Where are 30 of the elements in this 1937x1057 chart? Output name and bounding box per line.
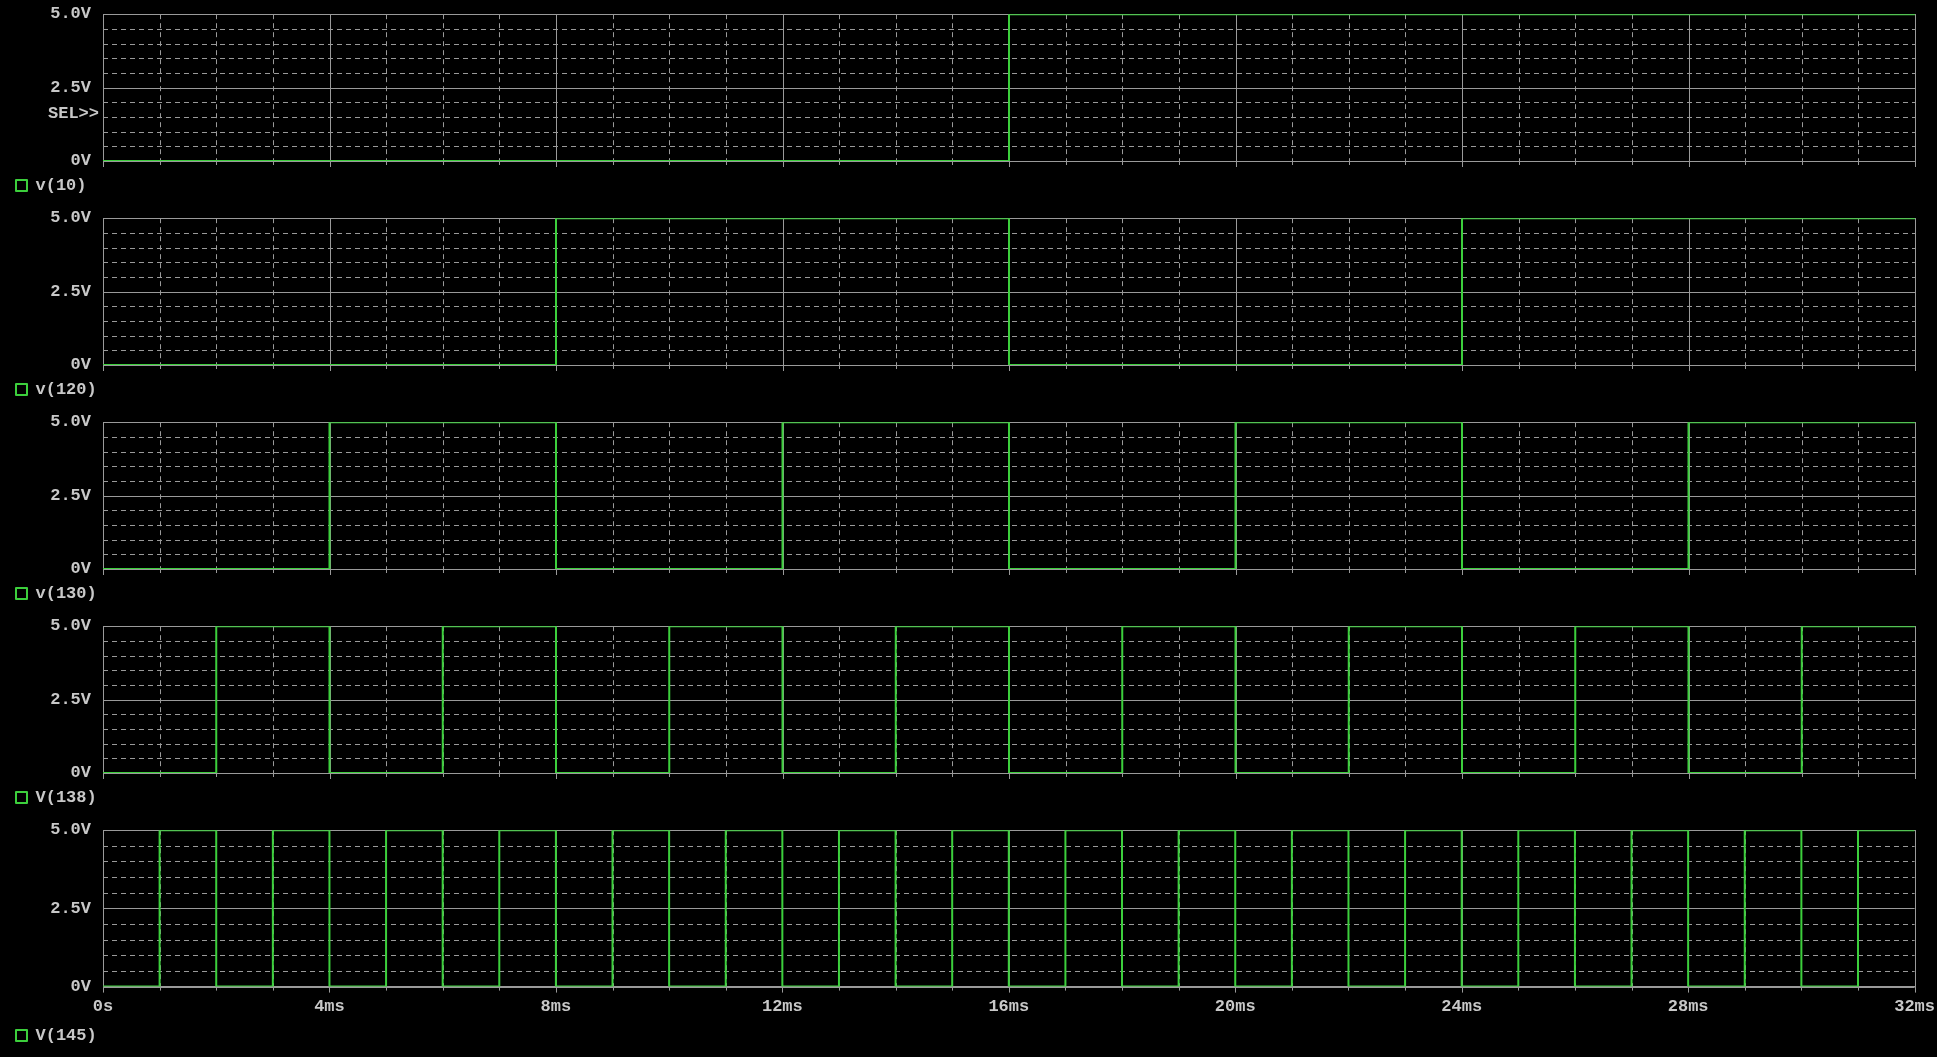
y-tick-label: 2.5V — [50, 689, 92, 709]
x-tick-label: 32ms — [1894, 997, 1935, 1017]
y-tick-label: 2.5V — [50, 898, 92, 918]
x-tick-label: 8ms — [540, 997, 572, 1017]
legend-label: V(138) — [35, 787, 97, 807]
legend-label: v(130) — [35, 583, 97, 603]
y-tick-label: 5.0V — [50, 4, 92, 24]
legend-label: V(145) — [35, 1025, 97, 1045]
y-tick-label: 5.0V — [50, 616, 92, 636]
y-tick-label: 2.5V — [50, 281, 92, 301]
y-tick-label: 0V — [70, 763, 92, 783]
y-tick-label: 0V — [70, 151, 92, 171]
y-tick-label: 2.5V — [50, 77, 92, 97]
y-tick-label: 5.0V — [50, 412, 92, 432]
x-tick-label: 20ms — [1214, 997, 1256, 1017]
x-tick-label: 4ms — [314, 997, 345, 1017]
y-tick-label: 0V — [70, 355, 92, 375]
text: SEL>> — [47, 104, 99, 124]
y-tick-label: 5.0V — [50, 820, 92, 840]
x-tick-label: 12ms — [761, 997, 803, 1017]
x-tick-label: 28ms — [1667, 997, 1709, 1017]
y-tick-label: 0V — [70, 976, 92, 996]
legend-label: v(10) — [35, 175, 87, 195]
y-tick-label: 2.5V — [50, 485, 92, 505]
x-tick-label: 24ms — [1441, 997, 1483, 1017]
x-tick-label: 0s — [92, 997, 114, 1017]
legend-label: v(120) — [35, 379, 97, 399]
x-tick-label: 16ms — [988, 997, 1030, 1017]
y-tick-label: 5.0V — [50, 208, 92, 228]
y-tick-label: 0V — [70, 559, 92, 579]
